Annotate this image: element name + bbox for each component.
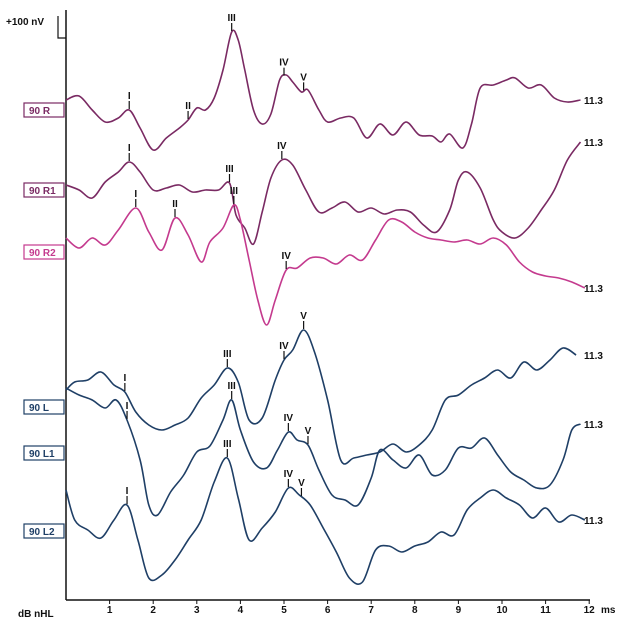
peak-label: III — [230, 186, 239, 197]
x-tick-label: 1 — [107, 605, 113, 616]
x-tick-label: 4 — [238, 605, 244, 616]
trace-label: 90 R2 — [29, 248, 56, 259]
x-tick-label: 9 — [456, 605, 462, 616]
peak-label: I — [128, 143, 131, 154]
trace-label: 90 R1 — [29, 186, 56, 197]
trace-end-label: 11.3 — [584, 420, 603, 431]
peak-label: IV — [277, 141, 287, 152]
peak-label: V — [305, 426, 312, 437]
peak-label: IV — [279, 58, 289, 69]
trace-label-box — [23, 182, 65, 198]
peak-label: V — [300, 72, 307, 83]
peak-label: III — [223, 439, 232, 450]
x-tick-label: 12 — [584, 605, 596, 616]
trace-label-box — [23, 399, 65, 415]
peak-label: III — [223, 349, 232, 360]
x-ticks: 1 2 3 4 5 6 7 8 9 10 11 12 — [107, 600, 595, 616]
waveform-line — [65, 457, 586, 585]
waveform-line — [65, 141, 582, 246]
trace-end-label: 11.3 — [584, 138, 603, 149]
x-tick-label: 3 — [194, 605, 200, 616]
x-tick-label: 11 — [540, 605, 551, 616]
peak-label: I — [123, 373, 126, 384]
x-tick-label: 5 — [281, 605, 287, 616]
peak-label: I — [126, 401, 129, 412]
peak-label: III — [225, 164, 234, 175]
x-tick-label: 6 — [325, 605, 331, 616]
trace-end-label: 11.3 — [584, 96, 603, 107]
peak-label: IV — [284, 413, 294, 424]
trace-label: 90 L — [29, 403, 49, 414]
trace-label: 90 L1 — [29, 449, 55, 460]
x-tick-label: 2 — [150, 605, 156, 616]
trace-label: 90 L2 — [29, 527, 55, 538]
trace-end-label: 11.3 — [584, 351, 603, 362]
trace-end-label: 11.3 — [584, 516, 603, 527]
trace-label-box — [23, 244, 65, 260]
peak-label: III — [228, 13, 237, 24]
x-tick-label: 10 — [496, 605, 508, 616]
waveform-line — [65, 204, 586, 326]
peak-label: IV — [284, 469, 294, 480]
trace-label-box — [23, 102, 65, 118]
peak-label: II — [185, 101, 191, 112]
peak-label: I — [134, 189, 137, 200]
waveform-line — [65, 387, 581, 517]
x-tick-label: 7 — [368, 605, 374, 616]
x-unit-label: ms — [601, 605, 616, 616]
peak-label: II — [172, 199, 178, 210]
peak-label: III — [228, 381, 237, 392]
trace-label-box — [23, 523, 65, 539]
peak-label: V — [298, 478, 305, 489]
axes: +100 nV dB nHL ms — [6, 10, 616, 620]
peak-label: IV — [281, 251, 291, 262]
scale-label: +100 nV — [6, 17, 44, 28]
trace-label-box — [23, 445, 65, 461]
x-tick-label: 8 — [412, 605, 418, 616]
waveform-line — [65, 29, 581, 151]
peak-label: I — [128, 91, 131, 102]
scale-bar — [57, 16, 66, 39]
peak-label: I — [126, 486, 129, 497]
trace-label: 90 R — [29, 106, 51, 117]
trace-end-label: 11.3 — [584, 284, 603, 295]
peak-label: IV — [279, 341, 289, 352]
waveform-line — [65, 329, 577, 465]
peak-label: V — [300, 311, 307, 322]
y-unit-label: dB nHL — [18, 609, 54, 620]
